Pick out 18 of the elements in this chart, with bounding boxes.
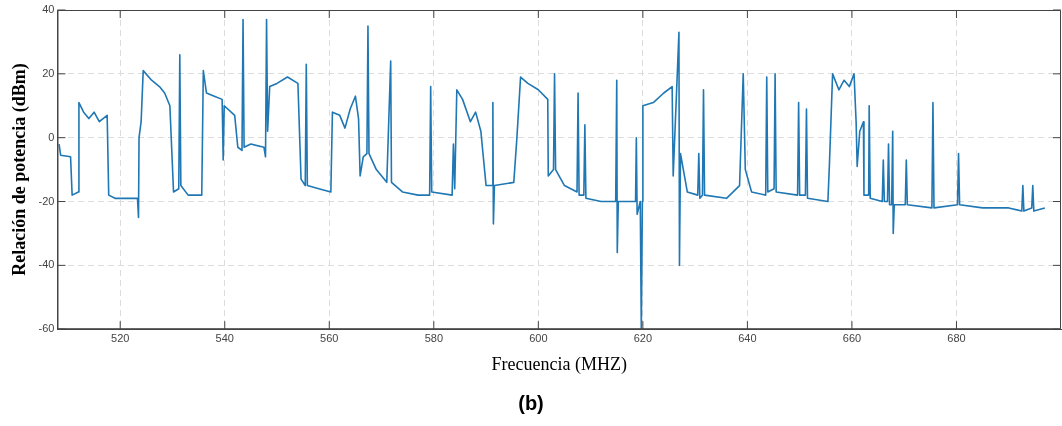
x-tick-label: 600 xyxy=(529,331,548,344)
x-axis-title: Frecuencia (MHZ) xyxy=(491,353,627,375)
x-tick-label: 660 xyxy=(842,331,862,344)
x-tick-label: 620 xyxy=(633,331,653,344)
x-tick-label: 520 xyxy=(111,331,130,344)
y-tick-label: 40 xyxy=(42,3,55,16)
y-tick-label: -20 xyxy=(38,194,55,207)
y-tick-label: 20 xyxy=(42,66,55,79)
x-tick-label: 580 xyxy=(424,331,443,344)
x-tick-label: 640 xyxy=(738,331,757,344)
y-tick-label: -60 xyxy=(38,322,55,335)
x-tick-label: 560 xyxy=(320,331,339,344)
y-tick-label: -40 xyxy=(38,258,55,271)
x-tick-label: 680 xyxy=(947,331,966,344)
text: (b) xyxy=(517,392,545,415)
x-tick-label: 540 xyxy=(215,331,234,344)
y-tick-label: 0 xyxy=(48,130,55,143)
y-axis-title: Relación de potencia (dBm) xyxy=(9,63,31,276)
